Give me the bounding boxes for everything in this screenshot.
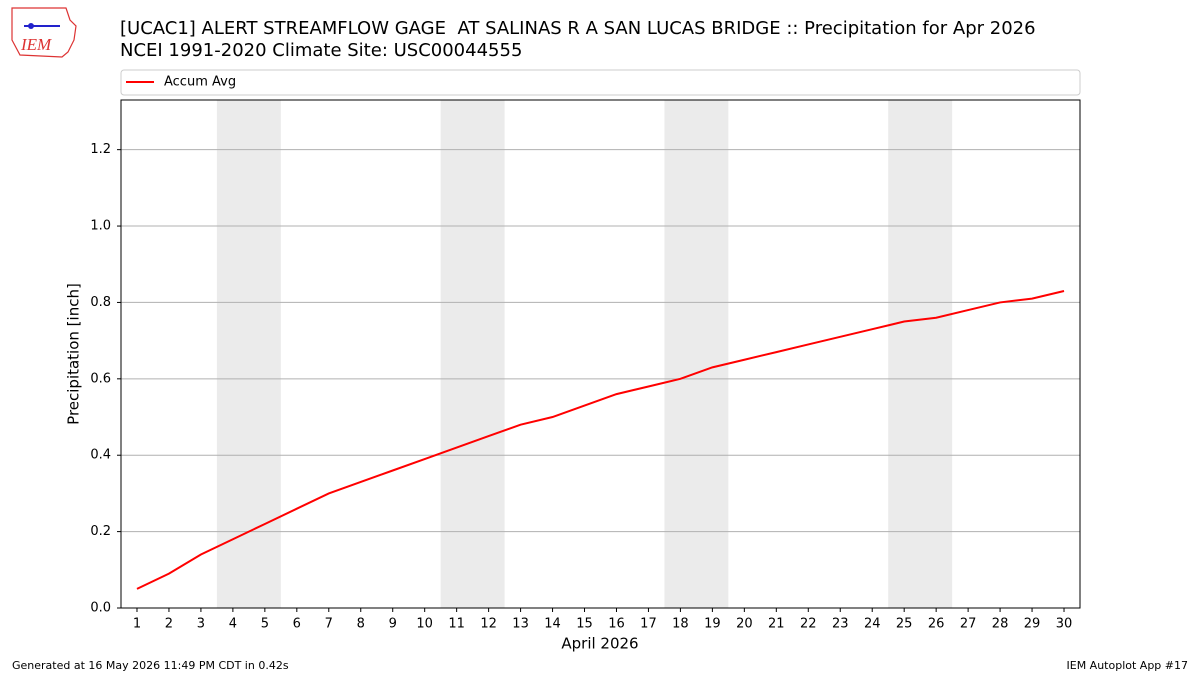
legend-box [120,69,1081,96]
x-tick-label: 6 [293,617,301,632]
x-tick-label: 10 [416,617,433,632]
x-tick-label: 20 [736,617,753,632]
y-tick-label: 0.6 [90,371,111,386]
x-tick-label: 1 [133,617,141,632]
x-tick-label: 2 [165,617,173,632]
y-tick-label: 0.4 [90,448,111,463]
chart-subtitle: NCEI 1991-2020 Climate Site: USC00044555 [120,40,522,61]
x-tick-label: 13 [512,617,529,632]
x-tick-label: 4 [229,617,237,632]
legend-label: Accum Avg [164,75,236,90]
x-tick-label: 8 [357,617,365,632]
weekend-shade [440,100,505,608]
logo-outline [11,7,77,58]
logo-icon [28,23,34,29]
x-tick-label: 14 [544,617,561,632]
y-tick-label: 1.0 [90,219,111,234]
y-tick-label: 1.2 [90,142,111,157]
plot-frame [120,99,1081,609]
footer-left: Generated at 16 May 2026 11:49 PM CDT in… [12,659,289,672]
x-tick-label: 17 [640,617,657,632]
x-tick-label: 28 [992,617,1009,632]
weekend-shade [664,100,729,608]
weekend-shade [888,100,953,608]
footer-right: IEM Autoplot App #17 [1067,659,1189,672]
x-tick-label: 21 [768,617,785,632]
chart-title: [UCAC1] ALERT STREAMFLOW GAGE AT SALINAS… [120,18,1036,39]
x-tick-label: 23 [832,617,849,632]
x-tick-label: 26 [928,617,945,632]
x-axis-label: April 2026 [561,635,638,653]
x-tick-label: 12 [480,617,497,632]
y-axis-label: Precipitation [inch] [65,283,83,425]
y-tick-label: 0.0 [90,601,111,616]
x-tick-label: 16 [608,617,625,632]
x-tick-label: 22 [800,617,817,632]
x-tick-label: 5 [261,617,269,632]
x-tick-label: 11 [448,617,465,632]
x-tick-label: 24 [864,617,881,632]
x-tick-label: 29 [1024,617,1041,632]
logo: IEM [11,7,77,58]
x-tick-label: 30 [1056,617,1073,632]
weekend-shade [216,100,281,608]
logo-text: IEM [20,35,52,54]
y-tick-label: 0.8 [90,295,111,310]
x-tick-label: 18 [672,617,689,632]
x-tick-label: 19 [704,617,721,632]
x-tick-label: 7 [325,617,333,632]
x-tick-label: 15 [576,617,593,632]
x-tick-label: 25 [896,617,913,632]
x-tick-label: 3 [197,617,205,632]
y-tick-label: 0.2 [90,524,111,539]
line-series [136,290,1065,590]
x-tick-label: 27 [960,617,977,632]
x-tick-label: 9 [389,617,397,632]
